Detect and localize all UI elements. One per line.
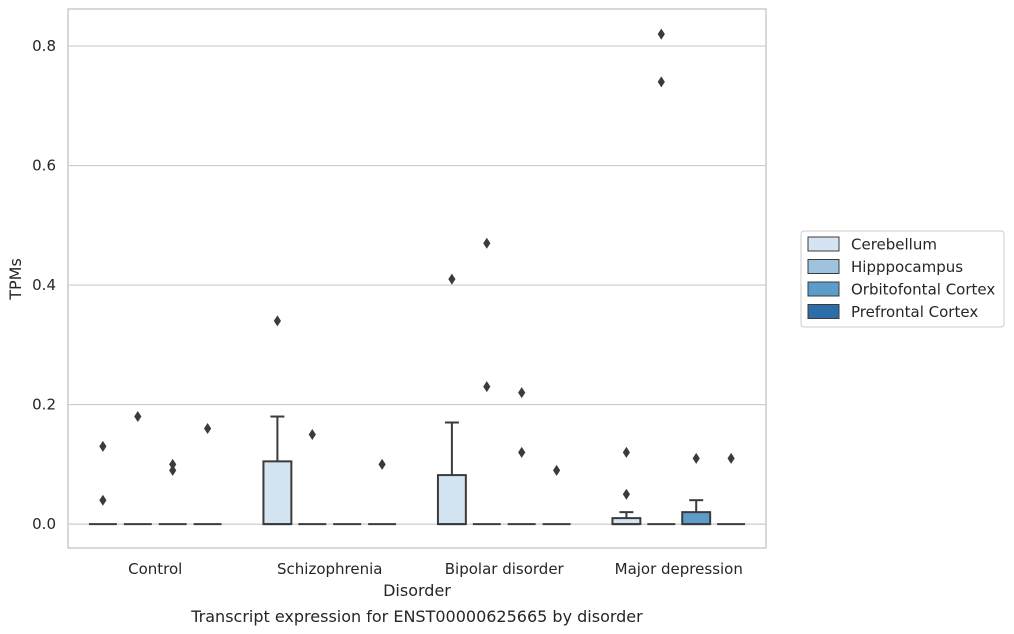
y-tick-label: 0.0 xyxy=(32,515,56,533)
x-axis: Control Schizophrenia Bipolar disorder Majo… xyxy=(128,560,743,578)
box xyxy=(436,474,467,526)
x-tick-label: Bipolar disorder xyxy=(445,560,565,578)
outlier-point xyxy=(518,387,526,399)
outlier-point xyxy=(692,452,700,464)
legend-frame xyxy=(800,230,1005,328)
x-tick-label: Schizophrenia xyxy=(277,560,382,578)
outlier-point xyxy=(518,446,526,458)
y-axis-label: TPMs xyxy=(6,258,25,301)
y-tick-label: 0.6 xyxy=(32,157,56,175)
y-tick-label: 0.4 xyxy=(32,276,56,294)
outlier-point xyxy=(622,488,630,500)
outlier-point xyxy=(483,237,491,249)
outlier-point xyxy=(99,440,107,452)
legend-label: Prefrontal Cortex xyxy=(851,303,978,321)
box xyxy=(262,460,293,526)
outlier-point xyxy=(727,452,735,464)
outlier-point xyxy=(169,458,177,470)
outlier-point xyxy=(308,428,316,440)
outlier-point xyxy=(169,464,177,476)
outlier-point xyxy=(134,411,142,423)
outlier-point xyxy=(657,28,665,40)
outlier-point xyxy=(483,381,491,393)
legend-label: Cerebellum xyxy=(851,236,937,254)
box xyxy=(681,511,712,526)
box-plots xyxy=(88,28,746,526)
legend-swatch xyxy=(807,304,840,319)
y-axis: 0.0 0.2 0.4 0.6 0.8 xyxy=(32,37,56,533)
outlier-point xyxy=(273,315,281,327)
legend-label: Hipppocampus xyxy=(851,258,963,276)
outlier-point xyxy=(448,273,456,285)
outlier-point xyxy=(204,422,212,434)
x-axis-label: Disorder xyxy=(383,581,451,600)
outlier-point xyxy=(553,464,561,476)
outlier-point xyxy=(99,494,107,506)
outlier-point xyxy=(378,458,386,470)
x-tick-label: Major depression xyxy=(615,560,743,578)
outlier-point xyxy=(622,446,630,458)
legend-swatch xyxy=(807,236,840,252)
legend-swatch xyxy=(807,281,840,297)
x-tick-label: Control xyxy=(128,560,182,578)
legend: Cerebellum Hipppocampus Orbitofontal Corte… xyxy=(800,230,1005,328)
plot-frame xyxy=(67,8,767,549)
outlier-point xyxy=(657,76,665,88)
y-tick-label: 0.2 xyxy=(32,396,56,414)
legend-label: Orbitofontal Cortex xyxy=(851,281,995,299)
y-tick-label: 0.8 xyxy=(32,37,56,55)
legend-swatch xyxy=(807,259,840,274)
figure-caption: Transcript expression for ENST0000062566… xyxy=(190,607,643,626)
